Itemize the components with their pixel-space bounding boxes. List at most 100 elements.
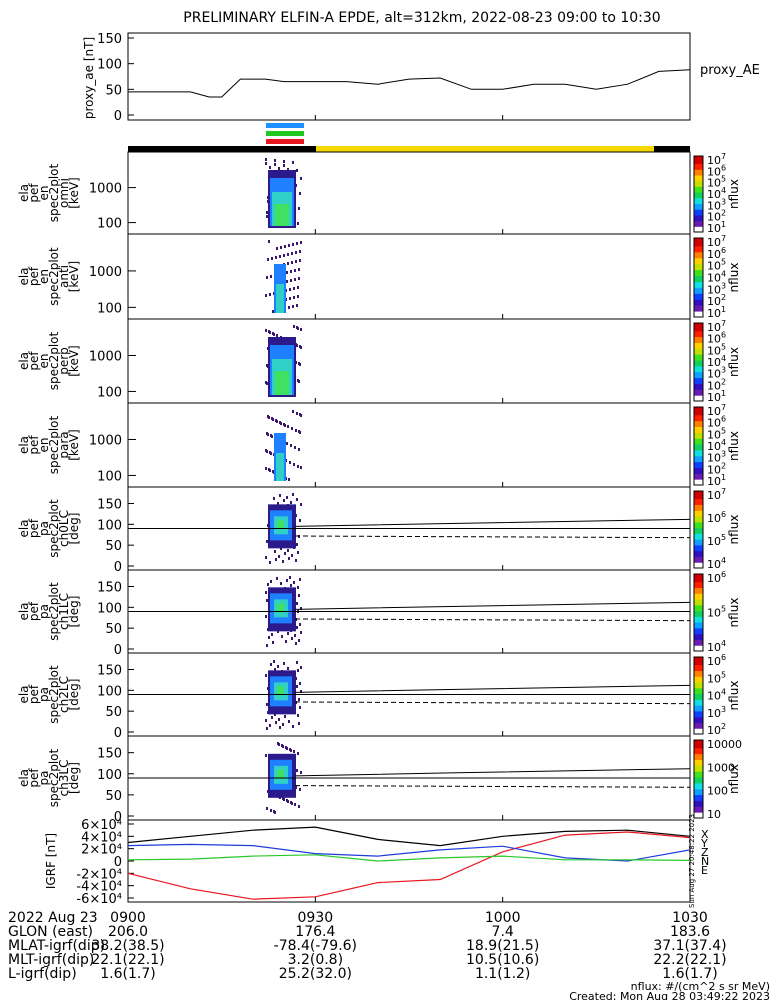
colorbar-cell bbox=[694, 420, 703, 424]
colorbar-cell bbox=[694, 597, 703, 600]
colorbar-cell bbox=[694, 672, 703, 675]
colorbar-cell bbox=[694, 209, 703, 212]
colorbar-cell bbox=[694, 410, 703, 414]
colorbar-cell bbox=[694, 465, 703, 468]
colorbar-cell bbox=[694, 481, 703, 484]
loss-cone-dashed bbox=[294, 618, 691, 622]
colorbar-cell bbox=[694, 156, 703, 159]
colorbar-cell bbox=[694, 494, 703, 498]
colorbar-cell bbox=[694, 635, 703, 639]
spectrogram-pixel bbox=[296, 344, 298, 347]
colorbar-cell bbox=[694, 585, 703, 588]
spectrogram-pixel bbox=[269, 331, 271, 334]
spectrogram-pixel bbox=[275, 204, 289, 226]
colorbar-cell bbox=[694, 498, 703, 502]
spectrogram-pixel bbox=[286, 579, 288, 582]
colorbar-cell bbox=[694, 214, 703, 218]
spectrogram-pixel bbox=[265, 467, 267, 470]
spectrogram-pixel bbox=[265, 719, 267, 722]
energy-ytick-label: 100 bbox=[97, 385, 122, 400]
spectrogram-pixel bbox=[274, 668, 276, 671]
colorbar-cell bbox=[694, 455, 703, 459]
colorbar-cell bbox=[694, 718, 703, 722]
spectrogram-pixel bbox=[286, 271, 288, 274]
proxy-ae-legend: proxy_AE bbox=[700, 63, 760, 78]
colorbar-cell bbox=[694, 516, 703, 519]
colorbar-cell bbox=[694, 624, 703, 627]
spectrogram-pixel bbox=[296, 498, 298, 501]
colorbar-cell bbox=[694, 477, 703, 480]
spectrogram-pixel bbox=[286, 747, 288, 750]
colorbar-cell bbox=[694, 444, 703, 447]
footer-created: Created: Mon Aug 28 03:49:22 2023 bbox=[569, 990, 770, 1000]
spectrogram-pixel bbox=[297, 465, 299, 468]
colorbar-cell bbox=[694, 689, 703, 693]
proxy-ae-ytick-label: 100 bbox=[97, 58, 122, 73]
colorbar-label: nflux bbox=[727, 515, 741, 545]
colorbar-cell bbox=[694, 751, 703, 755]
colorbar-cell bbox=[694, 664, 703, 668]
colorbar-cell bbox=[694, 491, 703, 494]
proxy-ae-frame bbox=[127, 32, 691, 121]
colorbar-cell bbox=[694, 459, 703, 463]
spectrogram-pixel bbox=[290, 270, 292, 273]
panel-ylabel: perp bbox=[57, 347, 71, 375]
colorbar-cell bbox=[694, 457, 703, 461]
panel-ylabel: spec2plot bbox=[47, 247, 61, 306]
spectrogram-pixel bbox=[288, 306, 290, 309]
spectrogram-pixel bbox=[293, 750, 295, 753]
spectrogram-pixel bbox=[265, 294, 267, 297]
spectrogram-pixel bbox=[278, 167, 280, 170]
colorbar-cell bbox=[694, 782, 703, 786]
colorbar-cell bbox=[694, 424, 703, 427]
colorbar-label: nflux bbox=[727, 347, 741, 377]
colorbar-cell bbox=[694, 618, 703, 621]
igrf-line-X bbox=[127, 831, 691, 900]
colorbar-cell bbox=[694, 218, 703, 222]
pa-ytick-label: 100 bbox=[97, 768, 122, 783]
spectrogram-pixel bbox=[266, 727, 268, 730]
footer-row-label: MLAT-igrf(dip) bbox=[8, 938, 105, 954]
spectrogram-pixel bbox=[299, 363, 301, 366]
colorbar-cell bbox=[694, 765, 703, 768]
colorbar-cell bbox=[694, 641, 703, 644]
spectrogram-pixel bbox=[295, 559, 297, 562]
colorbar-cell bbox=[694, 194, 703, 197]
spectrogram-pixel bbox=[265, 615, 267, 618]
colorbar-tick-label: 10000 bbox=[707, 738, 742, 751]
footer-row-value: 18.9(21.5) bbox=[466, 938, 539, 954]
spectrogram-pixel bbox=[272, 641, 274, 644]
colorbar-cell bbox=[694, 356, 703, 359]
spectrogram-pixel bbox=[300, 690, 302, 693]
colorbar-cell bbox=[694, 542, 703, 546]
colorbar-cell bbox=[694, 224, 703, 227]
spectrogram-pixel bbox=[277, 630, 279, 633]
colorbar-label: nflux bbox=[727, 179, 741, 209]
spectrogram-pixel bbox=[266, 540, 268, 543]
energy-ytick-label: 100 bbox=[97, 469, 122, 484]
colorbar-cell bbox=[694, 627, 703, 631]
spectrogram-pixel bbox=[292, 725, 294, 728]
colorbar-cell bbox=[694, 753, 703, 757]
spectrogram-pixel bbox=[298, 594, 300, 597]
spectrogram-panel bbox=[127, 318, 691, 404]
loss-cone-solid bbox=[294, 768, 691, 777]
igrf-frame bbox=[127, 819, 691, 903]
colorbar-cell bbox=[694, 393, 703, 396]
pa-ytick-label: 100 bbox=[97, 518, 122, 533]
panel-ylabel: ela bbox=[17, 267, 31, 285]
spectrogram-pixel bbox=[288, 720, 290, 723]
panel-ylabel: pa bbox=[37, 771, 51, 786]
spectrogram-pixel bbox=[291, 427, 293, 430]
colorbar-cell bbox=[694, 527, 703, 530]
colorbar-cell bbox=[694, 637, 703, 640]
science-zone-bar bbox=[266, 139, 304, 144]
colorbar-cell bbox=[694, 558, 703, 561]
colorbar-cell bbox=[694, 473, 703, 476]
spectrogram-pixel bbox=[267, 258, 269, 261]
colorbar-cell bbox=[694, 440, 703, 443]
spectrogram-pixel bbox=[277, 665, 279, 668]
spectrogram-pixel bbox=[291, 637, 293, 640]
colorbar-cell bbox=[694, 369, 703, 373]
colorbar-cell bbox=[694, 442, 703, 445]
